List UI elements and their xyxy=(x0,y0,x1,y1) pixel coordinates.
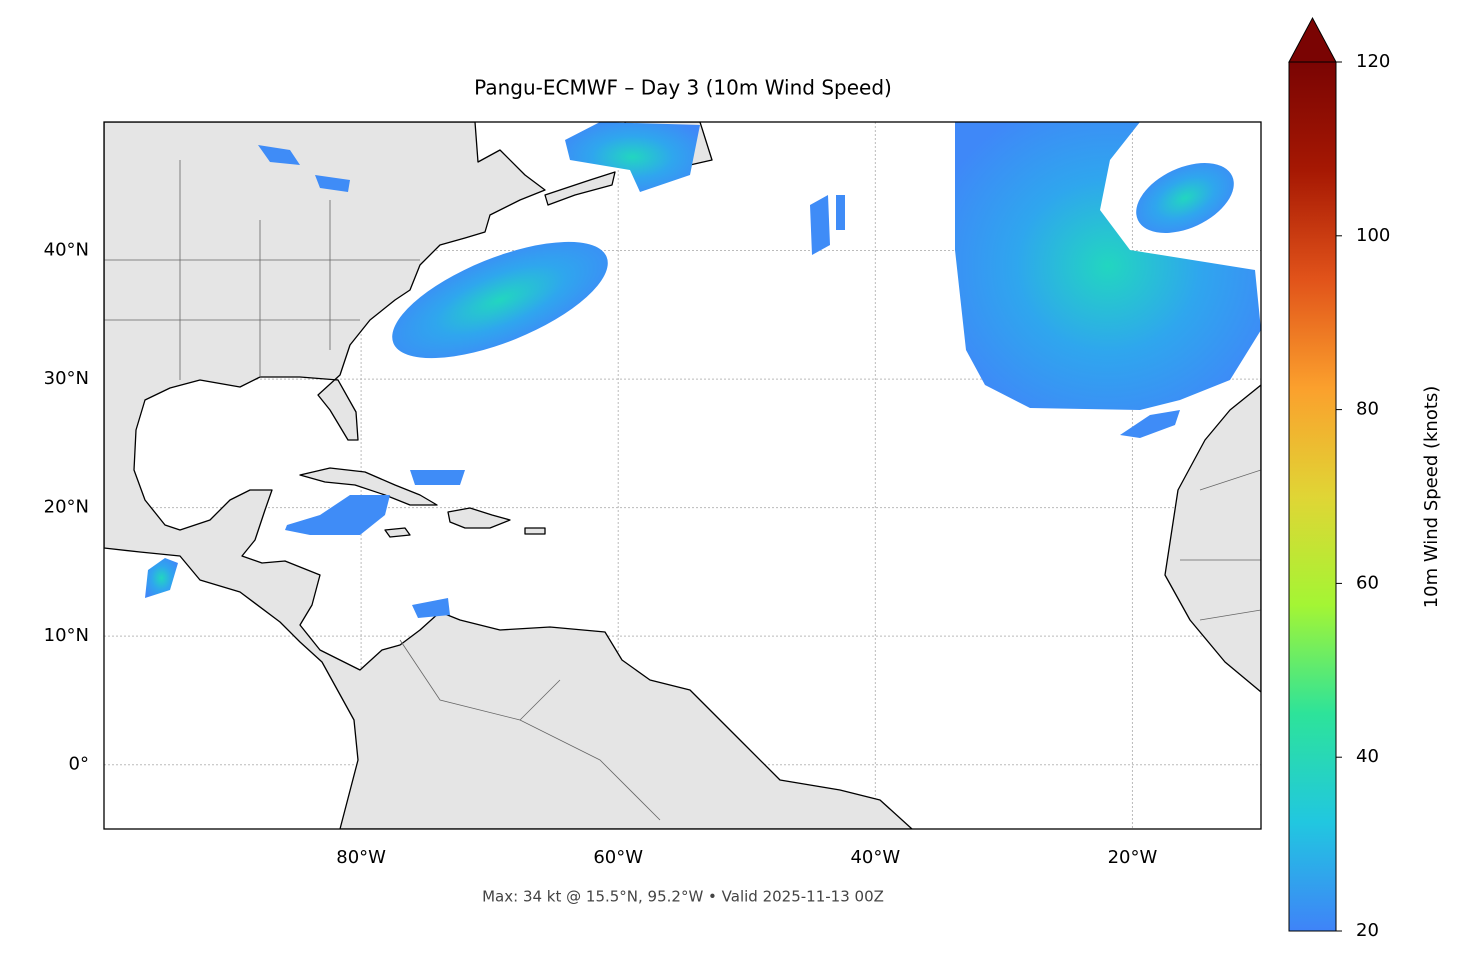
wind-region xyxy=(1136,163,1234,233)
colorbar: 20 40 60 80 100 120 xyxy=(1288,16,1390,941)
wind-region xyxy=(1120,410,1180,438)
footer-note: Max: 34 kt @ 15.5°N, 95.2°W • Valid 2025… xyxy=(482,888,884,906)
wind-region xyxy=(410,470,465,485)
americas xyxy=(104,122,913,829)
cuba xyxy=(299,467,438,506)
x-tick-label: 20°W xyxy=(1108,847,1158,868)
wind-region xyxy=(285,495,390,535)
wind-region xyxy=(392,241,608,359)
wind-region xyxy=(412,598,450,618)
colorbar-tick-label: 120 xyxy=(1356,51,1390,72)
y-tick-label: 10°N xyxy=(44,625,89,646)
map-area xyxy=(104,122,1261,829)
jamaica xyxy=(384,527,411,538)
colorbar-tick-label: 100 xyxy=(1356,225,1390,246)
y-tick-label: 0° xyxy=(69,754,89,775)
borders xyxy=(104,160,1261,821)
africa xyxy=(1164,384,1261,693)
colorbar-extend xyxy=(1288,16,1337,63)
wind-region xyxy=(258,145,350,192)
axes: 80°W 60°W 40°W 20°W 0° 10°N 20°N 30°N 40°N xyxy=(44,240,1158,868)
wind-region xyxy=(955,122,1261,410)
x-tick-label: 40°W xyxy=(850,847,900,868)
x-tick-label: 60°W xyxy=(593,847,643,868)
wind-region xyxy=(810,195,845,255)
wind-field xyxy=(145,122,1261,618)
colorbar-tick-label: 60 xyxy=(1356,572,1379,593)
y-tick-label: 20°N xyxy=(44,497,89,518)
map-frame xyxy=(103,121,1262,830)
y-tick-label: 30°N xyxy=(44,368,89,389)
nova-scotia xyxy=(544,171,616,206)
colorbar-tick-label: 80 xyxy=(1356,399,1379,420)
wind-region xyxy=(565,122,700,192)
chart-title: Pangu-ECMWF – Day 3 (10m Wind Speed) xyxy=(474,76,892,100)
wind-region xyxy=(145,558,178,598)
y-tick-label: 40°N xyxy=(44,240,89,261)
colorbar-tick-label: 40 xyxy=(1356,746,1379,767)
colorbar-label: 10m Wind Speed (knots) xyxy=(1421,386,1442,609)
hispaniola xyxy=(447,507,511,529)
colorbar-scale xyxy=(1288,61,1337,932)
x-tick-label: 80°W xyxy=(336,847,386,868)
colorbar-tick-label: 20 xyxy=(1356,920,1379,941)
puerto-rico xyxy=(524,527,546,535)
